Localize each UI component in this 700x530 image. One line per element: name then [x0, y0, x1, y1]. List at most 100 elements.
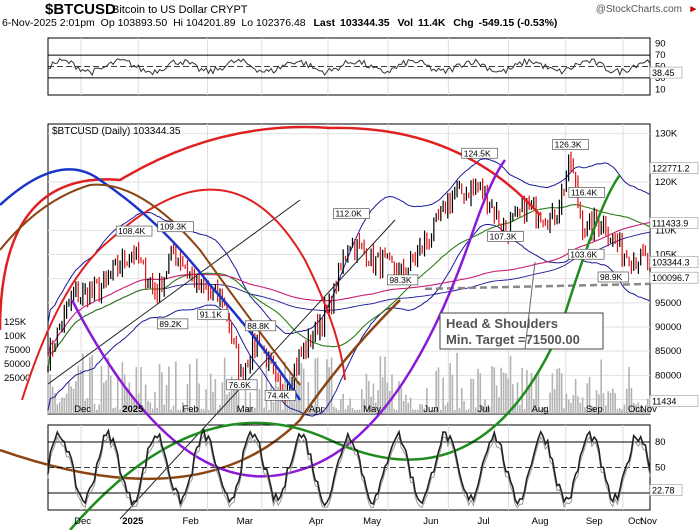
volume-bar	[226, 394, 228, 414]
low-value: 102376.48	[256, 17, 306, 29]
volume-bar	[149, 402, 152, 414]
high-label: Hi	[173, 17, 183, 29]
price-callout: 126.3K	[555, 140, 582, 150]
volume-bar	[140, 366, 142, 414]
volume-bar	[542, 407, 544, 414]
volume-bar	[207, 409, 210, 414]
volume-bar	[409, 397, 412, 414]
quote-date: 6-Nov-2025 2:01pm	[2, 17, 95, 29]
volume-bar	[54, 393, 56, 414]
volume-bar	[416, 409, 419, 414]
arc-brown-lower	[0, 299, 401, 481]
volume-bar	[560, 373, 563, 414]
symbol-title: $BTCUSD	[45, 1, 116, 18]
volume-bar	[407, 402, 410, 414]
price-callout-box	[157, 221, 194, 233]
volume-bar	[579, 402, 582, 414]
volume-bar	[98, 404, 100, 414]
x-tick-label: Mar	[237, 404, 253, 415]
volume-bar	[614, 393, 616, 414]
x-tick-label: Jul	[477, 404, 489, 415]
volume-bar	[551, 373, 554, 414]
rsi-last-tag	[649, 66, 683, 79]
volume-tick-label: 100K	[4, 331, 27, 342]
volume-bar	[154, 391, 156, 414]
volume-bar	[451, 374, 454, 414]
volume-bar	[532, 399, 535, 414]
volume-bar	[170, 409, 172, 414]
price-panel	[47, 123, 651, 415]
volume-bar	[484, 399, 486, 414]
volume-bar	[219, 404, 221, 414]
volume-bar	[91, 355, 93, 414]
close-icon[interactable]: ▸	[690, 3, 696, 15]
price-callout: 116.4K	[571, 187, 598, 197]
volume-bar	[82, 353, 84, 414]
volume-bar	[628, 366, 630, 414]
volume-bar	[635, 404, 637, 414]
volume-bar	[177, 409, 179, 414]
volume-bar	[358, 409, 361, 414]
volume-bar	[391, 374, 393, 414]
volume-bar	[265, 363, 268, 414]
volume-bar	[618, 408, 621, 414]
volume-bar	[549, 392, 551, 414]
security-name: Bitcoin to US Dollar CRYPT	[112, 4, 248, 16]
volume-bar	[249, 392, 252, 414]
last-value: 103344.35	[340, 17, 390, 29]
volume-bar	[172, 405, 175, 414]
volume-bar	[630, 387, 633, 414]
volume-bar	[556, 369, 558, 414]
volume-bar	[472, 378, 475, 414]
volume-bar	[607, 391, 609, 414]
volume-bar	[284, 361, 286, 414]
volume-bar	[198, 383, 200, 414]
volume-bar	[588, 377, 591, 414]
volume-bar	[291, 401, 293, 414]
volume-bar	[70, 386, 73, 414]
volume-bar	[374, 402, 377, 414]
price-callout: 98.9K	[600, 272, 623, 282]
stochastic-line	[47, 427, 651, 507]
right-price-label: 122771.2	[652, 164, 690, 174]
neckline	[424, 282, 651, 291]
volume-bar	[202, 409, 205, 414]
volume-bar	[258, 389, 261, 414]
volume-bar	[335, 408, 338, 414]
volume-bar	[621, 409, 623, 414]
volume-bar	[444, 405, 447, 414]
volume-bar	[175, 361, 177, 414]
volume-bar	[344, 409, 347, 414]
volume-bar	[191, 408, 193, 414]
chg-label: Chg	[453, 17, 474, 29]
volume-bar	[209, 373, 212, 414]
volume-bar	[467, 408, 470, 414]
volume-bar	[261, 373, 263, 414]
volume-bar	[605, 405, 607, 414]
volume-bar	[386, 382, 389, 414]
volume-bar	[546, 409, 549, 414]
volume-bar	[319, 409, 321, 414]
volume-bar	[570, 402, 572, 414]
volume-bar	[581, 397, 584, 414]
price-callout: 89.2K	[159, 319, 182, 329]
volume-bar	[309, 409, 312, 414]
volume-bar	[214, 379, 217, 414]
price-callout: 109.3K	[160, 222, 187, 232]
volume-bar	[179, 409, 182, 414]
rsi-line	[47, 57, 651, 77]
price-callout-box	[568, 187, 606, 198]
volume-bar	[574, 379, 577, 414]
volume-bar	[272, 401, 275, 414]
price-callout-box	[487, 231, 524, 242]
volume-bar	[56, 404, 59, 414]
price-tick-label: 120K	[655, 177, 678, 188]
volume-bar	[205, 389, 207, 414]
volume-bar	[281, 409, 284, 414]
volume-bar	[195, 358, 198, 414]
volume-bar	[247, 407, 249, 414]
volume-bar	[516, 382, 519, 414]
volume-bar	[523, 408, 526, 414]
volume-bar	[367, 381, 370, 414]
low-label: Lo	[241, 17, 254, 29]
